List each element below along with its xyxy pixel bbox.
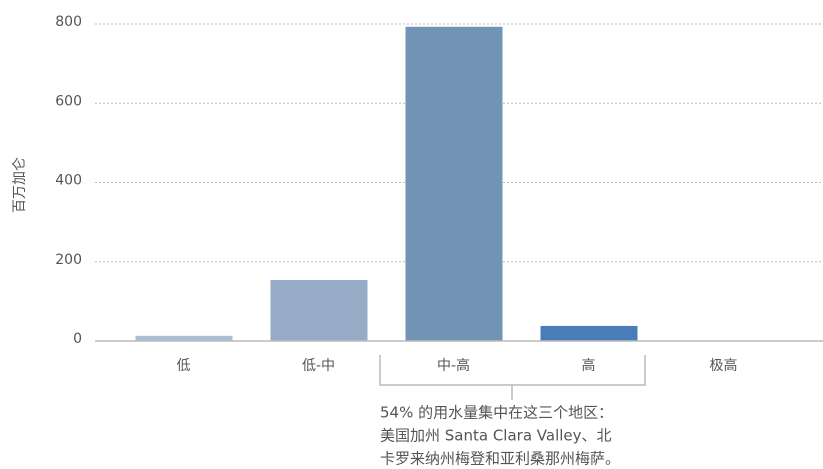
annotation: 美国加州 Santa Clara Valley、北: [380, 427, 612, 445]
bracket: [379, 355, 646, 400]
x-tick-label: 高: [582, 357, 596, 374]
bar: [270, 279, 368, 341]
bar: [540, 325, 638, 341]
annotation: 54% 的用水量集中在这三个地区：: [380, 404, 613, 422]
y-tick-label: 400: [55, 173, 82, 189]
x-tick-label: 中-高: [437, 357, 470, 374]
y-tick-label: 0: [73, 331, 82, 347]
x-tick-label: 低: [177, 358, 191, 374]
y-tick-label: 200: [55, 252, 82, 268]
bar: [405, 26, 503, 342]
y-tick-label: 600: [55, 93, 82, 109]
x-tick-label: 极高: [710, 357, 738, 374]
annotation: 卡罗来纳州梅登和亚利桑那州梅萨。: [380, 450, 620, 468]
bracket-line: [379, 355, 646, 386]
x-tick-label: 低-中: [302, 358, 335, 374]
y-axis-label: 百万加仑: [12, 157, 28, 213]
y-tick-label: 800: [55, 14, 82, 30]
bar: [135, 335, 233, 341]
